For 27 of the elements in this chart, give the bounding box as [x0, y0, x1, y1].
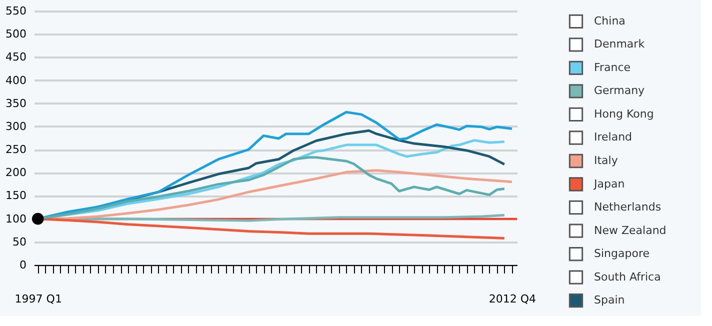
y-tick-label: 500: [6, 28, 26, 41]
legend-label: South Africa: [594, 270, 661, 284]
y-tick-label: 50: [12, 235, 26, 248]
y-tick-label: 300: [6, 120, 26, 133]
y-tick-label: 450: [6, 50, 26, 64]
legend-label: Hong Kong: [594, 107, 654, 120]
legend-label: France: [594, 60, 631, 74]
x-tick-label: 1997 Q1: [14, 292, 62, 306]
legend-label: Italy: [594, 154, 618, 167]
y-tick-label: 350: [6, 96, 26, 110]
legend-label: Germany: [594, 84, 646, 98]
x-tick-label: 2012 Q4: [488, 292, 536, 306]
legend-label: New Zealand: [594, 224, 666, 237]
y-tick-label: 150: [6, 189, 26, 202]
y-tick-label: 400: [6, 74, 26, 87]
y-tick-label: 200: [6, 166, 26, 180]
y-tick-label: 250: [6, 143, 26, 156]
legend-label: China: [594, 14, 626, 28]
legend-label: Singapore: [594, 247, 650, 260]
legend-label: Japan: [593, 177, 625, 190]
legend-label: Netherlands: [594, 200, 662, 214]
legend-label: Denmark: [594, 38, 646, 51]
legend-label: Ireland: [594, 130, 632, 144]
y-tick-label: 100: [6, 212, 26, 226]
y-tick-label: 0: [20, 258, 26, 272]
legend-label: Spain: [594, 294, 625, 307]
y-tick-label: 550: [6, 4, 26, 18]
